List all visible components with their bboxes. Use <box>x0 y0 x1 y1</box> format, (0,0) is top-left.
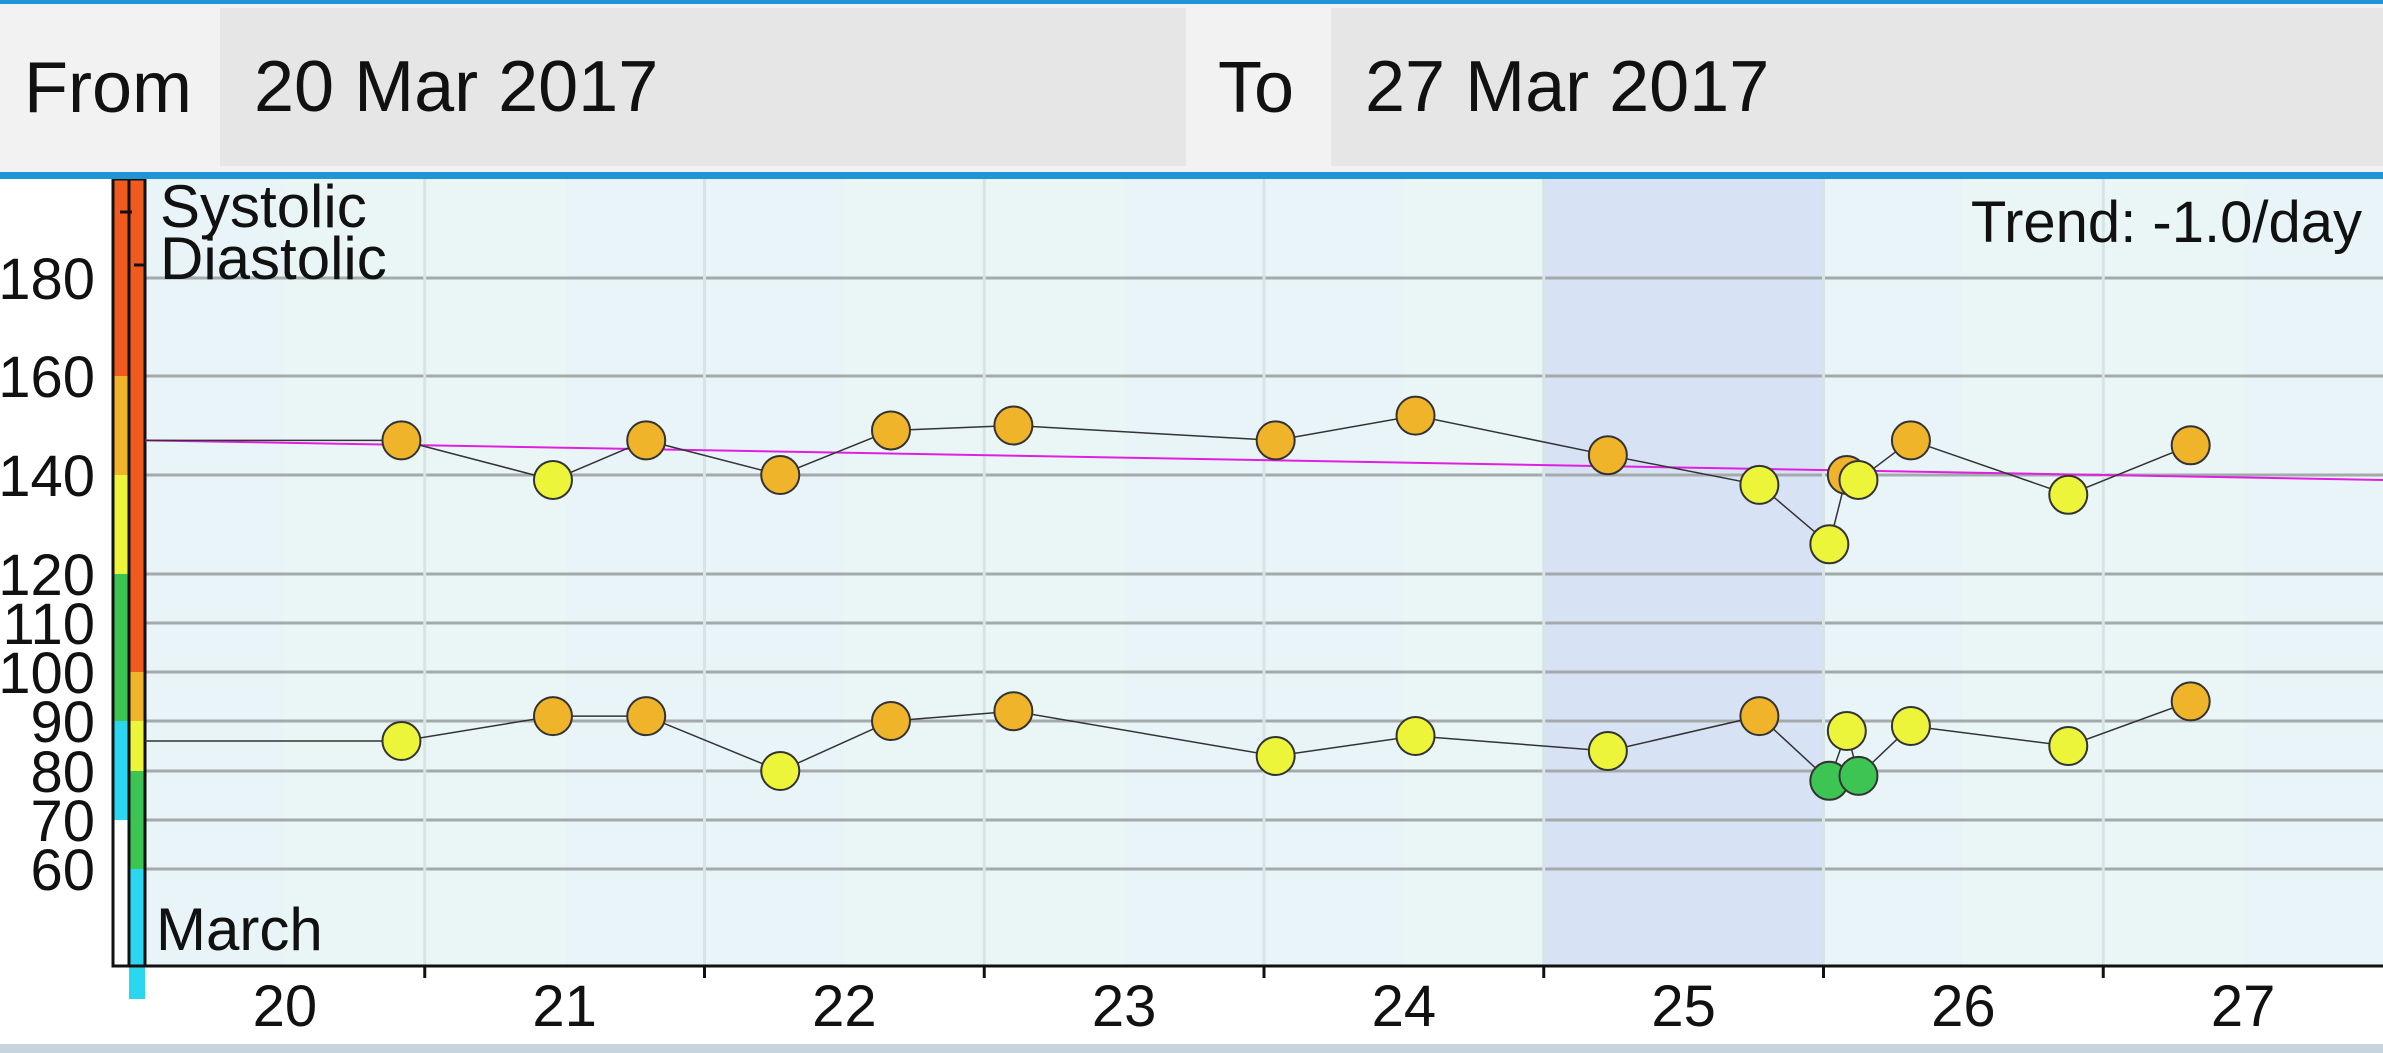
systolic-point <box>532 459 573 500</box>
systolic-scale-segment <box>113 721 129 820</box>
systolic-scale-segment <box>113 820 129 999</box>
y-tick-label: 140 <box>0 444 95 509</box>
legend: Systolic Diastolic <box>120 179 387 292</box>
x-tick-marks <box>423 966 2105 978</box>
diastolic-point <box>1838 755 1879 796</box>
diastolic-point <box>1739 696 1780 737</box>
systolic-point <box>626 420 667 461</box>
systolic-point <box>1395 395 1436 436</box>
header-separator <box>0 172 2383 179</box>
to-label: To <box>1218 48 1295 128</box>
y-tick-label: 180 <box>0 247 95 312</box>
to-date-field[interactable]: 27 Mar 2017 <box>1331 8 2383 166</box>
diastolic-point <box>993 691 1034 732</box>
systolic-scale-segment <box>113 574 129 721</box>
x-tick-label: 27 <box>2211 974 2276 1039</box>
diastolic-point <box>1255 736 1296 776</box>
systolic-point <box>871 410 911 451</box>
trend-line <box>144 439 2383 481</box>
systolic-scale-segment <box>113 179 129 376</box>
x-tick-label: 22 <box>812 974 877 1039</box>
systolic-point <box>1255 420 1296 461</box>
y-tick-label: 70 <box>30 789 95 854</box>
grid-lines <box>145 179 2383 966</box>
diastolic-point <box>381 721 422 761</box>
x-tick-label: 21 <box>532 974 597 1039</box>
diastolic-scale-segment <box>129 771 145 869</box>
diastolic-point <box>871 701 911 741</box>
x-tick-labels: 20 21 22 23 24 25 26 27 <box>253 974 2276 1039</box>
systolic-point <box>1838 459 1879 500</box>
month-label: March <box>156 896 323 963</box>
systolic-point <box>1890 420 1931 461</box>
diastolic-point <box>626 696 667 737</box>
from-date-value: 20 Mar 2017 <box>254 47 659 127</box>
from-date-field[interactable]: 20 Mar 2017 <box>220 8 1186 166</box>
diastolic-scale-segment <box>129 869 145 999</box>
systolic-scale-segment <box>113 475 129 574</box>
diastolic-scale-segment <box>129 179 145 672</box>
x-tick-label: 20 <box>253 974 318 1039</box>
x-tick-label: 23 <box>1092 974 1157 1039</box>
top-accent-bar <box>0 0 2383 4</box>
legend-diastolic: Diastolic <box>160 225 387 292</box>
systolic-point <box>2048 474 2089 515</box>
systolic-point <box>2170 425 2211 466</box>
systolic-point <box>1587 435 1628 476</box>
diastolic-point <box>532 696 573 737</box>
diastolic-point <box>2170 681 2211 722</box>
y-tick-label: 120 <box>0 543 95 608</box>
trend-label: Trend: -1.0/day <box>1971 190 2362 255</box>
diastolic-point <box>1587 731 1628 771</box>
diastolic-point <box>1890 706 1931 746</box>
systolic-scale-segment <box>113 376 129 475</box>
systolic-point <box>993 405 1034 446</box>
diastolic-point <box>1826 711 1867 751</box>
systolic-point <box>760 455 801 495</box>
date-range-header: From 20 Mar 2017 To 27 Mar 2017 <box>0 4 2383 172</box>
diastolic-point <box>760 751 801 791</box>
diastolic-scale-segment <box>129 721 145 771</box>
diastolic-scale-segment <box>129 672 145 721</box>
from-label: From <box>24 48 192 128</box>
x-tick-label: 25 <box>1651 974 1716 1039</box>
y-tick-label: 160 <box>0 345 95 410</box>
legend-systolic: Systolic <box>160 179 367 240</box>
data-points <box>381 395 2211 801</box>
systolic-point <box>381 420 422 461</box>
y-tick-label: 60 <box>30 838 95 903</box>
y-tick-label: 100 <box>0 641 95 706</box>
x-tick-label: 24 <box>1372 974 1437 1039</box>
to-date-value: 27 Mar 2017 <box>1365 47 1770 127</box>
y-tick-label: 90 <box>30 690 95 755</box>
color-scale-bars <box>111 179 147 999</box>
diastolic-point <box>1395 716 1436 756</box>
systolic-point <box>1809 524 1850 565</box>
bottom-strip <box>0 1044 2383 1053</box>
x-tick-label: 26 <box>1931 974 1996 1039</box>
y-tick-label: 80 <box>30 740 95 805</box>
systolic-point <box>1739 464 1780 505</box>
diastolic-point <box>2048 726 2089 766</box>
y-tick-label: 110 <box>3 592 95 657</box>
